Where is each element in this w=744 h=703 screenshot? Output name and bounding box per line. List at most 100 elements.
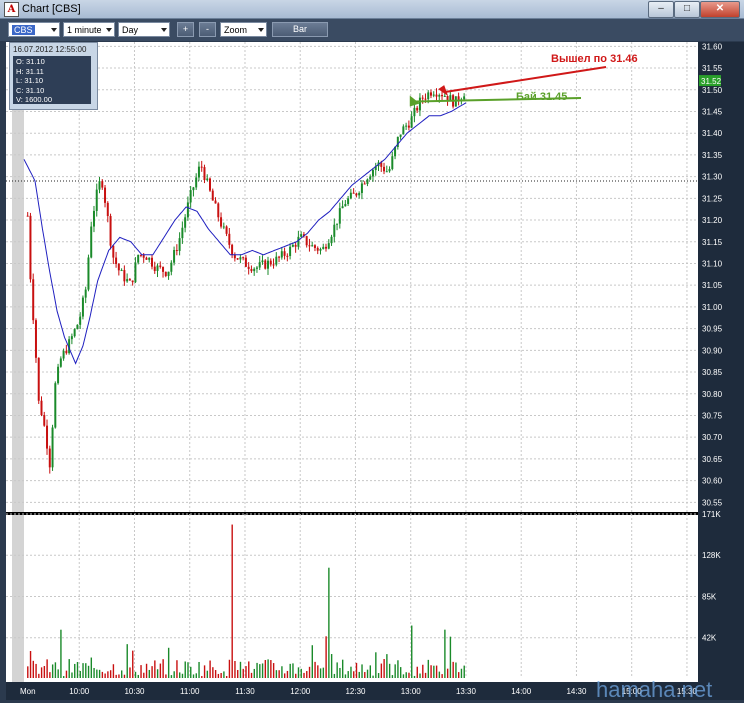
candle-body — [195, 177, 198, 188]
symbol-select[interactable]: CBS — [8, 22, 60, 37]
info-high: H: 31.11 — [16, 66, 44, 76]
candle-body — [294, 244, 297, 247]
volume-bar — [253, 668, 255, 678]
volume-bar — [201, 676, 203, 678]
candle-body — [228, 233, 231, 245]
time-tick-label: 11:30 — [235, 687, 255, 696]
candle-body — [150, 257, 153, 267]
volume-bar — [121, 670, 123, 678]
zoom-select[interactable]: Zoom — [220, 22, 267, 37]
volume-bar — [444, 629, 446, 678]
volume-bar — [438, 671, 441, 678]
candle-body — [244, 257, 247, 267]
volume-bar — [281, 666, 283, 678]
volume-bar — [289, 663, 291, 678]
volume-bar — [76, 662, 79, 678]
candle-body — [43, 415, 46, 426]
volume-bar — [408, 672, 410, 678]
volume-bar — [275, 670, 278, 678]
candle-body — [222, 226, 225, 228]
volume-bar — [98, 669, 101, 678]
candle-body — [90, 226, 93, 258]
candle-body — [264, 260, 267, 269]
volume-bar — [123, 674, 126, 678]
candle-body — [162, 266, 165, 272]
volume-bar — [43, 666, 46, 678]
candle-body — [255, 267, 258, 269]
volume-bar — [237, 669, 239, 678]
volume-bar — [317, 665, 319, 678]
maximize-button[interactable]: □ — [674, 1, 700, 18]
price-volume-chart[interactable]: 31.60 31.55 31.50 31.45 31.40 31.35 31.30 31.25… — [6, 42, 744, 702]
volume-bar — [292, 663, 294, 678]
candle-body — [112, 245, 115, 258]
candle-body — [313, 245, 316, 248]
volume-bar — [386, 654, 388, 678]
volume-bar — [54, 662, 57, 678]
volume-bar — [372, 675, 374, 678]
candle-body — [269, 260, 272, 265]
volume-bar — [112, 664, 115, 678]
price-tick-label: 31.60 — [702, 42, 723, 51]
volume-bar — [187, 662, 189, 678]
volume-bar — [435, 665, 438, 678]
volume-bar — [217, 673, 220, 678]
candle-body — [54, 383, 57, 428]
info-volume: V: 1600.00 — [16, 95, 53, 104]
candle-body — [380, 162, 383, 167]
volume-bar — [375, 652, 377, 678]
close-button[interactable]: ✕ — [700, 1, 740, 18]
candle-body — [231, 244, 234, 255]
volume-bar — [322, 667, 325, 678]
candle-body — [410, 116, 413, 128]
candle-body — [341, 206, 344, 209]
bar-type-button[interactable]: Bar — [272, 22, 328, 37]
volume-bar — [463, 665, 465, 678]
volume-bar — [297, 667, 300, 678]
candle-body — [220, 217, 223, 227]
candle-body — [275, 256, 278, 265]
candle-body — [435, 94, 438, 97]
candle-body — [333, 224, 336, 237]
candle-body — [128, 279, 131, 281]
volume-bar — [239, 661, 242, 678]
candle-body — [32, 279, 35, 321]
zoom-out-button[interactable]: - — [199, 22, 216, 37]
candle-body — [117, 263, 120, 271]
candle-body — [48, 448, 51, 468]
candle-body — [291, 244, 294, 247]
candle-body — [236, 258, 239, 260]
volume-bar — [154, 660, 156, 678]
price-tick-label: 31.10 — [702, 259, 723, 268]
volume-bar — [308, 666, 311, 678]
zoom-in-button[interactable]: + — [177, 22, 194, 37]
minimize-button[interactable]: – — [648, 1, 674, 18]
volume-bar — [325, 636, 327, 678]
volume-bar — [179, 672, 181, 678]
candle-body — [413, 107, 416, 117]
volume-bar — [344, 674, 347, 678]
candle-body — [407, 125, 410, 128]
premarket-shade — [12, 42, 24, 682]
volume-bar — [336, 662, 338, 678]
volume-bar — [203, 665, 206, 678]
candle-body — [360, 183, 363, 194]
volume-bar — [220, 672, 222, 678]
volume-bar — [358, 671, 360, 678]
candle-body — [167, 271, 170, 276]
volume-bar — [134, 671, 137, 678]
chart-area: 31.60 31.55 31.50 31.45 31.40 31.35 31.30 31.25… — [6, 42, 744, 702]
volume-bar — [195, 673, 197, 678]
candle-body — [418, 97, 421, 111]
volume-bar — [452, 661, 454, 678]
volume-bar — [129, 667, 131, 678]
candle-body — [242, 257, 245, 259]
volume-bar — [295, 673, 297, 678]
range-select[interactable]: Day — [118, 22, 170, 37]
interval-select[interactable]: 1 minute — [63, 22, 115, 37]
volume-bar — [231, 524, 233, 678]
candle-body — [214, 200, 217, 204]
volume-bar — [391, 675, 394, 678]
volume-bar — [46, 659, 48, 678]
volume-bar — [264, 660, 267, 678]
